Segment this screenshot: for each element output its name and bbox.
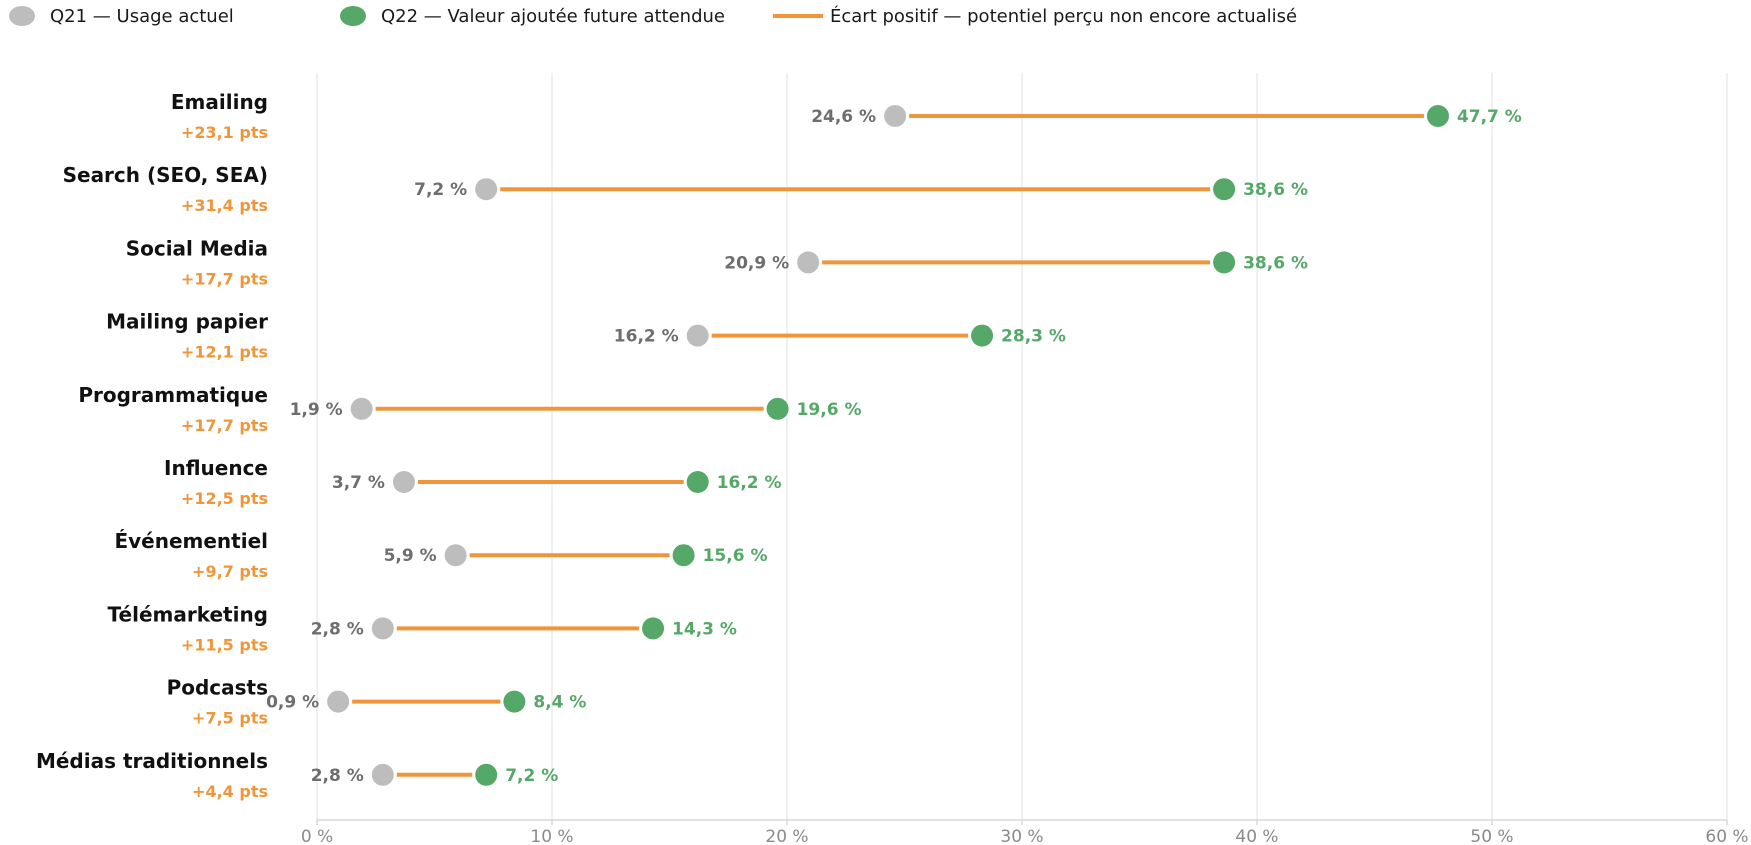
- q22-value-label: 14,3 %: [672, 619, 737, 639]
- category-label: Social Media: [126, 236, 268, 260]
- q22-value-label: 8,4 %: [533, 693, 586, 713]
- legend-q21-marker: [9, 6, 35, 26]
- q21-value-label: 24,6 %: [811, 107, 876, 127]
- chart-row: Search (SEO, SEA) +31,4 pts 7,2 % 38,6 %: [63, 163, 1308, 215]
- legend: Q21 — Usage actuel Q22 — Valeur ajoutée …: [9, 5, 1297, 27]
- q21-point: [444, 544, 467, 567]
- x-tick-label: 10 %: [530, 827, 573, 845]
- q21-point: [371, 617, 394, 640]
- q21-point: [371, 763, 394, 786]
- q21-point: [884, 105, 907, 127]
- grid: [316, 73, 1728, 820]
- q21-point: [392, 471, 415, 493]
- gap-label: +12,1 pts: [181, 343, 268, 362]
- category-label: Emailing: [171, 90, 268, 114]
- chart-rows: Emailing +23,1 pts 24,6 % 47,7 % Search (SEO…: [36, 90, 1522, 801]
- legend-q22-marker: [340, 6, 366, 26]
- q21-point: [475, 178, 498, 201]
- category-label: Télémarketing: [108, 602, 268, 626]
- q22-point: [766, 397, 789, 420]
- x-tick-label: 0 %: [301, 827, 333, 845]
- gap-label: +31,4 pts: [181, 196, 268, 215]
- category-label: Événementiel: [114, 529, 268, 553]
- category-label: Médias traditionnels: [36, 749, 268, 773]
- q21-point: [350, 397, 373, 420]
- q21-value-label: 2,8 %: [311, 619, 364, 639]
- legend-q22-label: Q22 — Valeur ajoutée future attendue: [381, 6, 725, 27]
- chart-row: Événementiel +9,7 pts 5,9 % 15,6 %: [114, 529, 767, 581]
- q21-value-label: 5,9 %: [384, 546, 437, 566]
- q22-point: [475, 763, 498, 786]
- category-label: Podcasts: [167, 676, 268, 700]
- q22-point: [1213, 178, 1236, 201]
- chart-row: Programmatique +17,7 pts 1,9 % 19,6 %: [78, 383, 861, 435]
- q22-value-label: 19,6 %: [797, 400, 862, 420]
- legend-gap-label: Écart positif — potentiel perçu non enco…: [830, 5, 1297, 27]
- q21-value-label: 20,9 %: [724, 253, 789, 273]
- chart-row: Influence +12,5 pts 3,7 % 16,2 %: [164, 456, 782, 508]
- q22-value-label: 7,2 %: [505, 766, 558, 786]
- chart-row: Télémarketing +11,5 pts 2,8 % 14,3 %: [108, 602, 737, 654]
- q21-value-label: 1,9 %: [290, 400, 343, 420]
- q21-value-label: 3,7 %: [332, 473, 385, 493]
- q22-value-label: 28,3 %: [1001, 327, 1066, 347]
- chart-row: Emailing +23,1 pts 24,6 % 47,7 %: [171, 90, 1522, 142]
- gap-label: +17,7 pts: [181, 416, 268, 435]
- q21-point: [686, 324, 709, 347]
- q22-point: [642, 617, 665, 640]
- gap-label: +9,7 pts: [192, 562, 268, 581]
- category-label: Programmatique: [78, 383, 268, 407]
- q22-point: [672, 544, 695, 567]
- category-label: Mailing papier: [106, 310, 268, 334]
- q21-point: [327, 690, 350, 713]
- q21-value-label: 0,9 %: [266, 693, 319, 713]
- category-label: Search (SEO, SEA): [63, 163, 268, 187]
- q22-value-label: 38,6 %: [1243, 253, 1308, 273]
- gap-label: +4,4 pts: [192, 782, 268, 801]
- q22-value-label: 38,6 %: [1243, 180, 1308, 200]
- q22-point: [971, 324, 994, 347]
- x-tick-label: 20 %: [765, 827, 808, 845]
- q22-point: [503, 690, 526, 713]
- chart-row: Social Media +17,7 pts 20,9 % 38,6 %: [126, 236, 1308, 288]
- gap-label: +12,5 pts: [181, 489, 268, 508]
- q22-value-label: 15,6 %: [703, 546, 768, 566]
- gap-label: +11,5 pts: [181, 635, 268, 654]
- q22-point: [686, 471, 709, 493]
- x-tick-label: 30 %: [1000, 827, 1043, 845]
- x-tick-label: 40 %: [1235, 827, 1278, 845]
- q22-value-label: 47,7 %: [1457, 107, 1522, 127]
- chart-row: Médias traditionnels +4,4 pts 2,8 % 7,2 %: [36, 749, 558, 801]
- gap-label: +7,5 pts: [192, 709, 268, 728]
- x-tick-label: 50 %: [1470, 827, 1513, 845]
- chart-row: Mailing papier +12,1 pts 16,2 % 28,3 %: [106, 310, 1066, 362]
- x-tick-label: 60 %: [1705, 827, 1748, 845]
- gap-label: +23,1 pts: [181, 123, 268, 142]
- q21-point: [797, 251, 820, 274]
- gap-label: +17,7 pts: [181, 269, 268, 288]
- q22-value-label: 16,2 %: [717, 473, 782, 493]
- legend-q21-label: Q21 — Usage actuel: [50, 6, 234, 27]
- q21-value-label: 16,2 %: [614, 327, 679, 347]
- q21-value-label: 2,8 %: [311, 766, 364, 786]
- x-axis-ticks: 0 % 10 % 20 % 30 % 40 % 50 % 60 %: [301, 820, 1749, 845]
- q22-point: [1213, 251, 1236, 274]
- q22-point: [1426, 105, 1449, 127]
- q21-value-label: 7,2 %: [414, 180, 467, 200]
- category-label: Influence: [164, 456, 268, 480]
